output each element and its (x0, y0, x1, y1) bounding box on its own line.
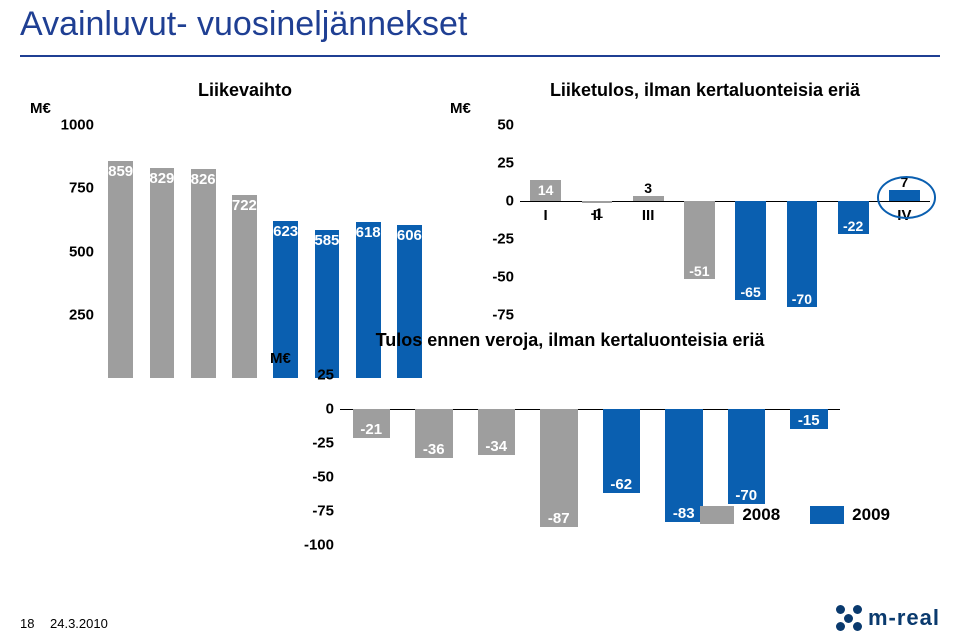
ytick: -50 (312, 469, 340, 486)
bar-value: -36 (423, 441, 445, 458)
chart-revenue-unit: M€ (30, 100, 51, 117)
chart-revenue: Liikevaihto M€ 2505007501000I859II829III… (60, 85, 430, 315)
bar-value: -51 (689, 263, 709, 279)
bar (232, 195, 257, 378)
bar (633, 196, 664, 201)
bar-value: 618 (356, 224, 381, 241)
xtick: I (544, 203, 548, 224)
chart-op-title: Liiketulos, ilman kertaluonteisia eriä (480, 80, 930, 101)
ytick: -50 (492, 269, 520, 286)
footer-date: 24.3.2010 (50, 616, 108, 631)
bar (108, 161, 133, 379)
bar-value: -15 (798, 412, 820, 429)
bar-value: -65 (741, 284, 761, 300)
chart-op-plot: -75-50-2502550I14II-1III3IV-51I-65II-70I… (520, 125, 930, 315)
xtick: III (642, 203, 655, 224)
chart-revenue-plot: 2505007501000I859II829III826IV722I623II5… (100, 125, 430, 315)
legend-swatch (700, 506, 734, 524)
ytick: 50 (497, 117, 520, 134)
ytick: -25 (312, 435, 340, 452)
bar-value: -1 (591, 205, 603, 221)
bar-value: 606 (397, 227, 422, 244)
chart-op: Liiketulos, ilman kertaluonteisia eriä M… (480, 85, 930, 315)
bar (582, 201, 613, 203)
bar-value: 722 (232, 197, 257, 214)
ytick: 25 (317, 367, 340, 384)
legend-label: 2008 (742, 505, 780, 525)
bar-value: -87 (548, 510, 570, 527)
ytick: 500 (69, 243, 100, 260)
bar-value: -70 (792, 291, 812, 307)
slide-title: Avainluvut- vuosineljännekset (20, 5, 467, 44)
bar-value: 14 (538, 182, 554, 198)
ytick: 250 (69, 307, 100, 324)
legend-item: 2008 (700, 505, 780, 525)
legend: 2008 2009 (700, 505, 890, 525)
ytick: 25 (497, 155, 520, 172)
bar (150, 168, 175, 378)
chart-op-unit: M€ (450, 100, 471, 117)
title-rule (20, 55, 940, 57)
chart-pbt-title: Tulos ennen veroja, ilman kertaluonteisi… (300, 330, 840, 351)
bar-value: 829 (149, 170, 174, 187)
ytick: 0 (326, 401, 340, 418)
logo-text: m-real (868, 605, 940, 631)
ytick: -25 (492, 231, 520, 248)
legend-label: 2009 (852, 505, 890, 525)
highlight-circle (877, 176, 936, 219)
legend-item: 2009 (810, 505, 890, 525)
bar-value: -62 (610, 476, 632, 493)
bar-value: -34 (485, 438, 507, 455)
bar-value: -83 (673, 505, 695, 522)
ytick: 1000 (61, 117, 100, 134)
bar-value: 3 (644, 180, 652, 196)
bar-value: 826 (191, 171, 216, 188)
ytick: 750 (69, 180, 100, 197)
legend-swatch (810, 506, 844, 524)
ytick: 0 (506, 193, 520, 210)
bar-value: 585 (314, 232, 339, 249)
bar-value: 859 (108, 163, 133, 180)
ytick: -75 (312, 503, 340, 520)
bar-value: -21 (360, 421, 382, 438)
chart-revenue-title: Liikevaihto (60, 80, 430, 101)
logo-dots-icon (836, 605, 862, 631)
ytick: -75 (492, 307, 520, 324)
ytick: -100 (304, 537, 340, 554)
chart-pbt-unit: M€ (270, 350, 291, 367)
logo: m-real (836, 605, 940, 631)
bar-value: 623 (273, 223, 298, 240)
bar-value: -22 (843, 218, 863, 234)
bar-value: -70 (735, 487, 757, 504)
footer-page: 18 (20, 616, 34, 631)
bar (191, 169, 216, 378)
